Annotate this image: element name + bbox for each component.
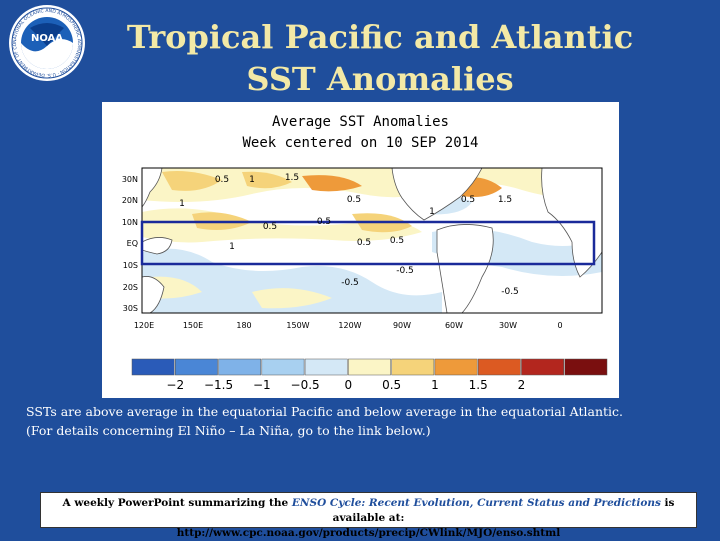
land-masses — [142, 168, 602, 313]
logo-text: NOAA — [31, 33, 63, 44]
lat-label: 10S — [123, 261, 138, 270]
lat-label: 20S — [123, 283, 138, 292]
colorbar-swatch — [434, 358, 478, 376]
colorbar-tick-label: −1.5 — [204, 378, 233, 392]
contour-label: 0.5 — [317, 217, 331, 227]
contour-label: -0.5 — [396, 266, 414, 276]
caption: SSTs are above average in the equatorial… — [26, 402, 706, 440]
colorbar-swatch — [521, 358, 564, 376]
colorbar-swatch — [218, 358, 262, 376]
colorbar-swatch — [564, 358, 608, 376]
contour-label: 0.5 — [357, 238, 371, 248]
slide-title: Tropical Pacific and Atlantic SST Anomal… — [100, 16, 660, 100]
lon-label: 120W — [338, 321, 361, 330]
colorbar-tick-label: 1 — [431, 378, 439, 392]
colorbar-tick-label: −1 — [253, 378, 271, 392]
footer-url-link[interactable]: http://www.cpc.noaa.gov/products/precip/… — [176, 527, 561, 539]
colorbar-swatch — [261, 358, 305, 376]
lat-label: 30N — [122, 175, 138, 184]
footer-line1: A weekly PowerPoint summarizing the ENSO… — [41, 496, 696, 526]
colorbar-ticks: −2 −1.5 −1 −0.5 0 0.5 1 1.5 2 — [166, 378, 525, 392]
lat-label: 20N — [122, 196, 138, 205]
colorbar-swatch — [304, 358, 348, 376]
colorbar-tick-label: 0.5 — [382, 378, 401, 392]
lon-label: 150W — [286, 321, 309, 330]
contour-label: 1 — [429, 207, 435, 217]
map-title: Average SST Anomalies — [271, 114, 449, 130]
lat-label: EQ — [127, 239, 138, 248]
colorbar-swatch — [348, 358, 391, 376]
lon-label: 150E — [183, 321, 203, 330]
colorbar-tick-label: 1.5 — [469, 378, 488, 392]
colorbar-tick-label: −2 — [166, 378, 184, 392]
lat-label: 10N — [122, 218, 138, 227]
map-subtitle: Week centered on 10 SEP 2014 — [242, 135, 479, 151]
colorbar-swatch — [477, 358, 521, 376]
contour-label: 1.5 — [285, 173, 299, 183]
lon-label: 0 — [557, 321, 562, 330]
lon-label: 90W — [393, 321, 411, 330]
slide-title-line1: Tropical Pacific and Atlantic — [126, 18, 634, 56]
footer-suffix: is available at: — [332, 497, 675, 524]
colorbar — [131, 358, 608, 376]
lon-label: 60W — [445, 321, 463, 330]
slide-title-line2: SST Anomalies — [246, 60, 514, 98]
footer-box: A weekly PowerPoint summarizing the ENSO… — [40, 492, 697, 539]
colorbar-swatch — [175, 358, 218, 376]
contour-label: -0.5 — [501, 287, 519, 297]
contour-label: 0.5 — [215, 175, 229, 185]
colorbar-tick-label: 0 — [345, 378, 353, 392]
contour-label: 1 — [229, 242, 235, 252]
sst-anomaly-map: Average SST Anomalies Week centered on 1… — [102, 102, 619, 398]
colorbar-tick-label: −0.5 — [291, 378, 320, 392]
contour-label: 1 — [249, 175, 255, 185]
contour-label: 0.5 — [347, 195, 361, 205]
contour-label: 0.5 — [263, 222, 277, 232]
noaa-logo-icon: NOAA NATIONAL OCEANIC AND ATMOSPHERIC AD… — [8, 4, 85, 81]
lon-label: 30W — [499, 321, 517, 330]
footer-emphasis: ENSO Cycle: Recent Evolution, Current St… — [291, 497, 661, 509]
colorbar-swatch — [391, 358, 435, 376]
caption-line2: (For details concerning El Niño – La Niñ… — [26, 423, 431, 438]
contour-label: 1.5 — [498, 195, 512, 205]
lon-label: 180 — [236, 321, 251, 330]
map-svg: 30N 20N 10N EQ 10S 20S 30S 120E 150E 180… — [122, 167, 608, 392]
contour-label: 0.5 — [390, 236, 404, 246]
footer-prefix: A weekly PowerPoint summarizing the — [62, 497, 292, 509]
contour-label: -0.5 — [341, 278, 359, 288]
colorbar-swatch — [131, 358, 175, 376]
caption-line1: SSTs are above average in the equatorial… — [26, 404, 623, 419]
contour-label: 0.5 — [461, 195, 475, 205]
equatorial-highlight-box — [140, 220, 596, 266]
lat-label: 30S — [123, 304, 138, 313]
lon-label: 120E — [134, 321, 154, 330]
colorbar-tick-label: 2 — [518, 378, 526, 392]
contour-label: 1 — [179, 199, 185, 209]
